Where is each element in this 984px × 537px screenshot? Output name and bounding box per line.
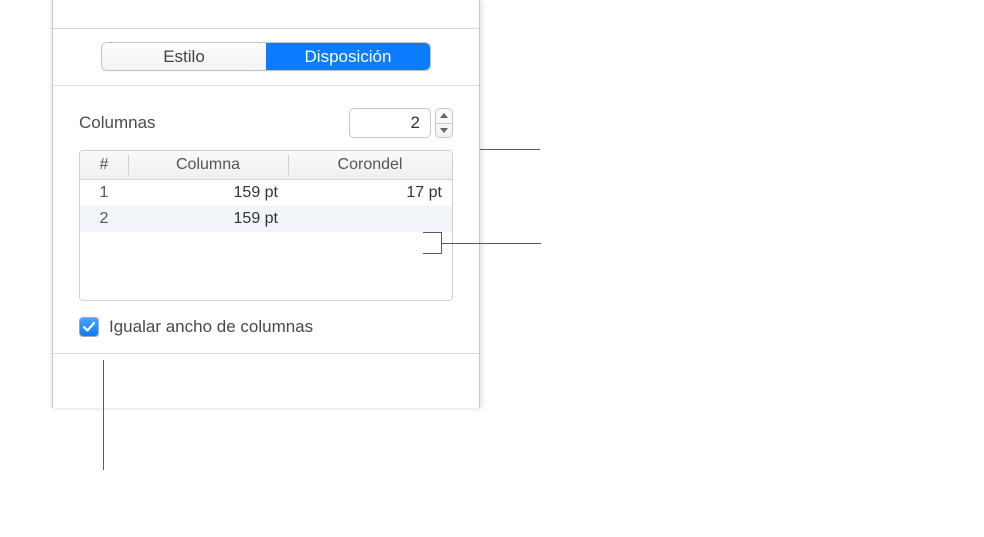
cell-corondel: 17 pt (288, 180, 452, 207)
table-row[interactable]: 2 159 pt (80, 206, 452, 232)
col-header-hash[interactable]: # (80, 151, 128, 180)
columns-stepper (435, 108, 453, 138)
columns-label: Columnas (79, 113, 156, 133)
cell-corondel (288, 206, 452, 232)
table-row[interactable]: 1 159 pt 17 pt (80, 180, 452, 207)
layout-inspector-panel: Estilo Disposición Columnas 2 (52, 0, 480, 408)
cell-columna: 159 pt (128, 180, 288, 207)
callout-line (103, 360, 104, 470)
style-layout-segmented: Estilo Disposición (101, 42, 431, 71)
equal-width-row: Igualar ancho de columnas (53, 301, 479, 337)
cell-n: 2 (80, 206, 128, 232)
segmented-control-wrap: Estilo Disposición (53, 29, 479, 86)
tab-disposicion[interactable]: Disposición (266, 43, 430, 70)
callout-line (423, 253, 441, 254)
columns-table: # Columna Corondel 1 159 pt 17 pt 2 159 … (80, 151, 452, 300)
callout-line (423, 232, 441, 233)
tab-disposicion-label: Disposición (305, 47, 392, 67)
callout-line (480, 149, 540, 150)
columns-table-wrap: # Columna Corondel 1 159 pt 17 pt 2 159 … (79, 150, 453, 301)
checkmark-icon (82, 320, 96, 334)
tab-estilo-label: Estilo (163, 47, 205, 67)
table-row (80, 232, 452, 300)
stepper-up-button[interactable] (436, 109, 452, 124)
stepper-down-button[interactable] (436, 124, 452, 138)
divider (53, 353, 479, 354)
columns-stepper-group: 2 (349, 108, 453, 138)
equal-width-label: Igualar ancho de columnas (109, 317, 313, 337)
chevron-up-icon (440, 113, 448, 118)
columns-row: Columnas 2 (53, 86, 479, 150)
chevron-down-icon (440, 128, 448, 133)
callout-line (441, 243, 541, 244)
equal-width-checkbox[interactable] (79, 317, 99, 337)
cell-columna: 159 pt (128, 206, 288, 232)
columns-count-input[interactable]: 2 (349, 108, 431, 138)
col-header-columna[interactable]: Columna (128, 151, 288, 180)
col-header-corondel[interactable]: Corondel (288, 151, 452, 180)
tab-estilo[interactable]: Estilo (102, 43, 266, 70)
cell-n: 1 (80, 180, 128, 207)
